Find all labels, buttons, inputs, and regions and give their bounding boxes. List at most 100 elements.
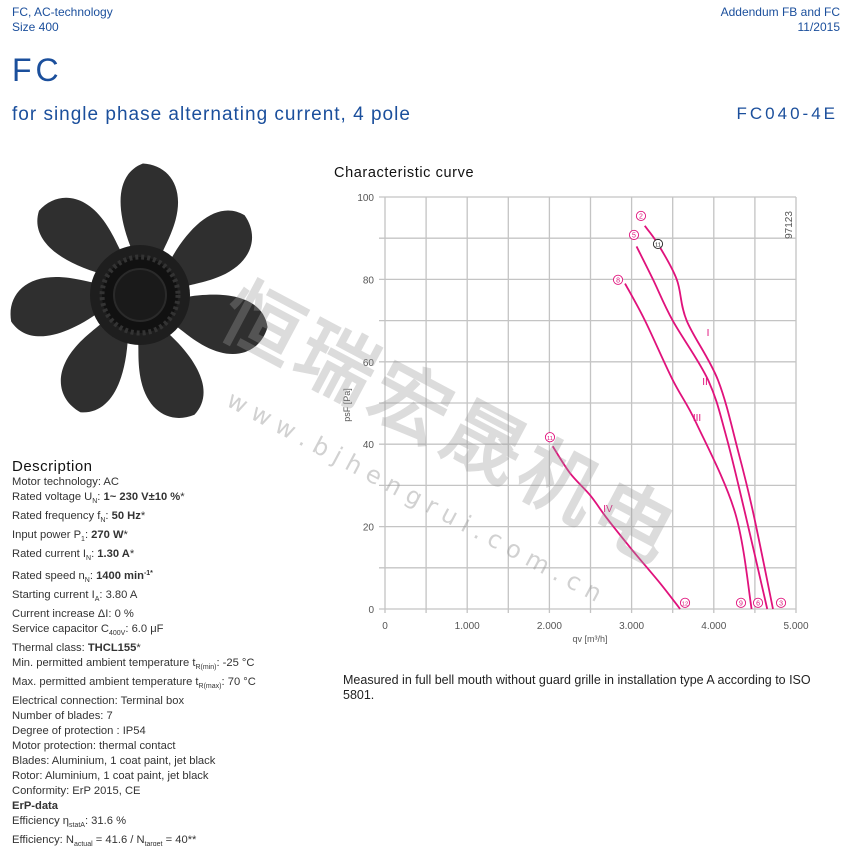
spec-text: Max. permitted ambient temperature t	[12, 676, 199, 688]
spec-line: ErP-data	[12, 799, 256, 814]
description-heading: Description	[12, 458, 93, 475]
fan-blade	[60, 319, 129, 413]
spec-text: statA	[69, 822, 85, 829]
spec-text: R(min)	[195, 664, 217, 671]
y-tick-label: 100	[357, 193, 374, 204]
x-tick-label: 2.000	[537, 621, 562, 632]
spec-line: Current increase ΔI: 0 %	[12, 607, 256, 622]
spec-text: 1~ 230 V±10 %	[103, 491, 181, 503]
model-number: FC040-4E	[736, 104, 838, 123]
curve-II	[635, 246, 769, 610]
spec-text: N	[84, 577, 90, 584]
marker-circle	[735, 597, 747, 608]
y-tick-label: 60	[363, 358, 375, 369]
fan-blade	[37, 197, 125, 275]
spec-text: Rated frequency f	[12, 510, 101, 522]
spec-line: Rated speed nN: 1400 min-1*	[12, 566, 256, 588]
spec-text: *	[129, 548, 135, 560]
header-left: FC, AC-technology Size 400	[12, 5, 113, 35]
spec-text: 1.30 A	[97, 548, 130, 560]
marker-label: 2	[639, 214, 643, 221]
x-tick-label: 1.000	[455, 621, 480, 632]
curve-IV	[551, 445, 681, 610]
marker-circle	[612, 274, 624, 285]
spec-text: *	[140, 510, 146, 522]
spec-text: *	[123, 529, 128, 541]
spec-text: 1	[81, 536, 85, 543]
marker-circle	[544, 432, 556, 443]
marker-label: 8	[616, 277, 620, 284]
spec-text: Thermal class:	[12, 642, 88, 654]
spec-text: 50 Hz	[111, 510, 141, 522]
series-label: FC, AC-technology	[12, 5, 113, 19]
y-tick-label: 0	[368, 605, 374, 616]
marker-label: 3	[779, 600, 783, 607]
marker-circle	[652, 238, 664, 250]
spec-line: Rated voltage UN: 1~ 230 V±10 %*	[12, 490, 256, 509]
spec-text: = 40**	[162, 834, 197, 846]
spec-line: Degree of protection : IP54	[12, 724, 256, 739]
spec-text: :	[105, 510, 112, 522]
spec-text: :	[97, 491, 104, 503]
spec-text: : 31.6 %	[84, 815, 127, 827]
curve-label: II	[702, 377, 708, 388]
marker-circle	[679, 597, 691, 608]
spec-text: ErP-data	[12, 800, 59, 812]
spec-text: 1400 min	[96, 570, 144, 582]
chart-title: Characteristic curve	[334, 165, 475, 181]
spec-text: Service capacitor C	[12, 623, 109, 635]
spec-line: Min. permitted ambient temperature tR(mi…	[12, 656, 256, 675]
spec-text: Degree of protection : IP54	[12, 725, 146, 737]
marker-label: 12	[682, 601, 688, 607]
spec-text: Rotor: Aluminium, 1 coat paint, jet blac…	[12, 770, 209, 782]
measurement-note: Measured in full bell mouth without guar…	[343, 673, 811, 702]
spec-line: Motor protection: thermal contact	[12, 739, 256, 754]
description-list: Motor technology: AC Rated voltage UN: 1~…	[12, 475, 256, 846]
spec-text: Motor technology: AC	[12, 476, 119, 488]
spec-text: 270 W	[91, 529, 124, 541]
spec-text: Rated current I	[12, 548, 86, 560]
x-tick-label: 4.000	[701, 621, 726, 632]
spec-text: : -25 °C	[216, 657, 255, 669]
spec-text: *	[180, 491, 185, 503]
spec-text: Number of blades: 7	[12, 710, 113, 722]
spec-text: : 6.0 μF	[125, 623, 164, 635]
spec-line: Rotor: Aluminium, 1 coat paint, jet blac…	[12, 769, 256, 784]
spec-line: Efficiency: Nactual = 41.6 / Ntarget = 4…	[12, 833, 256, 846]
spec-text: A	[94, 596, 100, 603]
marker-circle	[775, 597, 787, 608]
x-axis-label: qv [m³/h]	[572, 634, 607, 644]
spec-text: :	[91, 548, 98, 560]
marker-label: 9	[739, 600, 743, 607]
fan-blade	[168, 210, 252, 289]
spec-text: = 41.6 / N	[92, 834, 145, 846]
spec-text: N	[86, 555, 92, 562]
fan-blade	[171, 294, 268, 354]
spec-line: Rated current IN: 1.30 A*	[12, 547, 256, 566]
page-subtitle: for single phase alternating current, 4 …	[12, 104, 411, 125]
fan-blade	[10, 277, 101, 337]
spec-line: Blades: Aluminium, 1 coat paint, jet bla…	[12, 754, 256, 769]
curve-label: IV	[603, 504, 613, 515]
curve-label: I	[707, 328, 710, 339]
spec-line: Starting current IA: 3.80 A	[12, 588, 256, 607]
spec-line: Input power P1: 270 W*	[12, 528, 256, 547]
spec-text: N	[92, 498, 98, 505]
spec-text: actual	[73, 841, 93, 846]
spec-text: :	[84, 529, 92, 541]
spec-line: Max. permitted ambient temperature tR(ma…	[12, 675, 256, 694]
page-title: FC	[12, 52, 63, 88]
spec-text: Electrical connection: Terminal box	[12, 695, 185, 707]
spec-text: R(max)	[198, 683, 222, 690]
marker-label: 5	[632, 233, 636, 240]
curve-label: III	[693, 413, 701, 424]
spec-text: : 70 °C	[221, 676, 256, 688]
spec-line: Conformity: ErP 2015, CE	[12, 784, 256, 799]
date-label: 11/2015	[797, 20, 841, 34]
spec-text: Efficiency η	[12, 815, 70, 827]
spec-line: Thermal class: THCL155*	[12, 641, 256, 656]
x-tick-label: 5.000	[783, 621, 808, 632]
marker-label: 11	[547, 436, 553, 442]
